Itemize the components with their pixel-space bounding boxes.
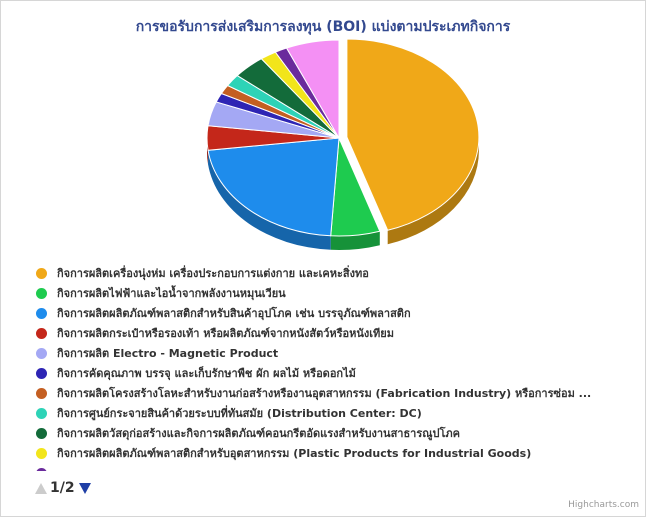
pie-slice-side-1 — [387, 137, 479, 245]
legend: กิจการผลิตเครื่องนุ่งห่ม เครื่องประกอบกา… — [33, 263, 645, 471]
credits-link[interactable]: Highcharts.com — [568, 500, 639, 510]
legend-label: กิจการศูนย์กระจายสินค้าด้วยระบบที่ทันสมั… — [57, 407, 422, 420]
pie-chart — [206, 38, 480, 250]
legend-item-6[interactable]: กิจการคัดคุณภาพ บรรจุ และเก็บรักษาพืช ผั… — [33, 363, 645, 383]
legend-label: กิจการผลิตผลิตภัณฑ์พลาสติกสำหรับอุตสาหกร… — [57, 447, 532, 460]
legend-marker-icon — [36, 327, 47, 339]
legend-item-4[interactable]: กิจการผลิตกระเป๋าหรือรองเท้า หรือผลิตภัณ… — [33, 323, 645, 343]
legend-item-10[interactable]: กิจการผลิตผลิตภัณฑ์พลาสติกสำหรับอุตสาหกร… — [33, 443, 645, 463]
legend-marker-icon — [36, 407, 47, 419]
pie-slice-1[interactable] — [346, 38, 480, 231]
pie-slice-side-2 — [330, 231, 380, 250]
legend-prev-arrow-icon[interactable] — [35, 482, 47, 494]
legend-item-8[interactable]: กิจการศูนย์กระจายสินค้าด้วยระบบที่ทันสมั… — [33, 403, 645, 423]
legend-item-1[interactable]: กิจการผลิตเครื่องนุ่งห่ม เครื่องประกอบกา… — [33, 263, 645, 283]
legend-pager: 1/2 — [35, 480, 91, 496]
legend-item-5[interactable]: กิจการผลิต Electro - Magnetic Product — [33, 343, 645, 363]
pie-slice-12[interactable] — [285, 39, 340, 140]
chart-title: การขอรับการส่งเสริมการลงทุน (BOI) แบ่งตา… — [135, 19, 511, 35]
legend-label: กิจการผลิตไฟฟ้าและไอน้ำจากพลังงานหมุนเวี… — [57, 287, 286, 300]
pie-slice-3[interactable] — [207, 137, 340, 237]
legend-item-11[interactable] — [33, 463, 645, 471]
legend-marker-icon — [36, 287, 47, 299]
legend-marker-icon — [36, 347, 47, 359]
legend-next-arrow-icon[interactable] — [78, 482, 91, 494]
legend-page-indicator: 1/2 — [50, 480, 75, 496]
legend-marker-icon — [36, 427, 47, 439]
legend-label: กิจการผลิตกระเป๋าหรือรองเท้า หรือผลิตภัณ… — [57, 327, 394, 340]
legend-marker-icon — [36, 367, 47, 379]
legend-item-2[interactable]: กิจการผลิตไฟฟ้าและไอน้ำจากพลังงานหมุนเวี… — [33, 283, 645, 303]
legend-label: กิจการผลิตวัสดุก่อสร้างและกิจการผลิตภัณฑ… — [57, 427, 460, 440]
legend-label: กิจการคัดคุณภาพ บรรจุ และเก็บรักษาพืช ผั… — [57, 367, 356, 380]
legend-item-3[interactable]: กิจการผลิตผลิตภัณฑ์พลาสติกสำหรับสินค้าอุ… — [33, 303, 645, 323]
legend-marker-icon — [36, 267, 47, 279]
legend-item-9[interactable]: กิจการผลิตวัสดุก่อสร้างและกิจการผลิตภัณฑ… — [33, 423, 645, 443]
legend-marker-icon — [36, 307, 47, 319]
legend-marker-icon — [36, 447, 47, 459]
legend-label: กิจการผลิตเครื่องนุ่งห่ม เครื่องประกอบกา… — [57, 267, 369, 280]
pie-slice-side-3 — [208, 150, 331, 250]
legend-label: กิจการผลิต Electro - Magnetic Product — [57, 347, 279, 360]
legend-marker-icon — [36, 467, 47, 471]
legend-item-7[interactable]: กิจการผลิตโครงสร้างโลหะสำหรับงานก่อสร้าง… — [33, 383, 645, 403]
legend-marker-icon — [36, 387, 47, 399]
legend-label: กิจการผลิตโครงสร้างโลหะสำหรับงานก่อสร้าง… — [57, 387, 592, 400]
legend-label: กิจการผลิตผลิตภัณฑ์พลาสติกสำหรับสินค้าอุ… — [57, 307, 411, 320]
